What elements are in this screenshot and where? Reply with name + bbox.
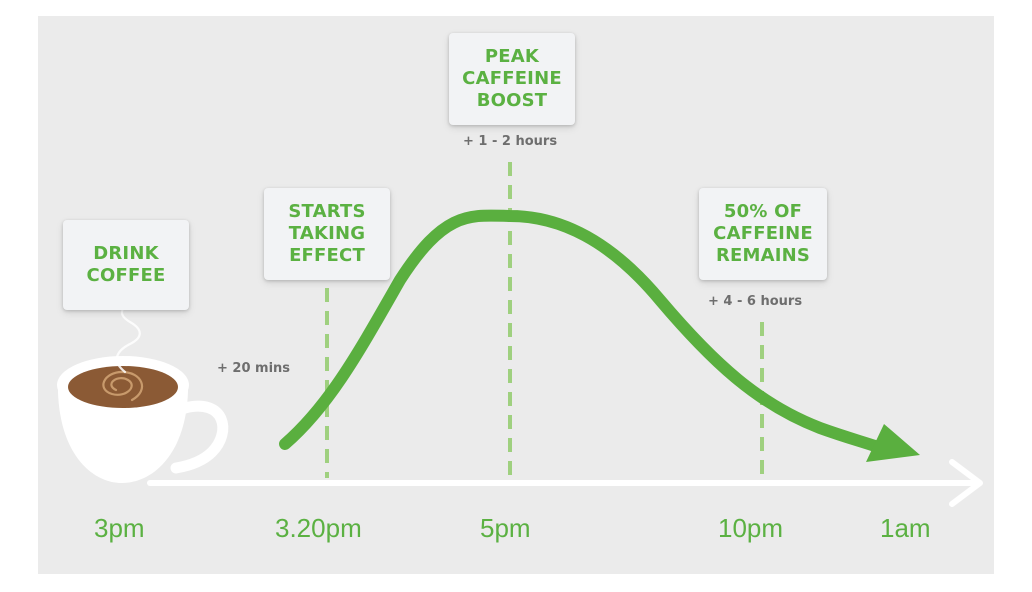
coffee-cup-icon — [57, 356, 229, 483]
axis-tick-label: 3.20pm — [275, 513, 362, 543]
axis-tick-label: 10pm — [718, 513, 784, 543]
axis-tick-label: 3pm — [94, 513, 145, 543]
half-caffeine-remains-label: 50% OF CAFFEINE REMAINS — [713, 201, 813, 266]
axis-tick-label: 5pm — [480, 513, 531, 543]
drink-coffee-label: DRINK COFFEE — [86, 243, 166, 286]
steam-icon — [115, 300, 141, 374]
starts-taking-effect-card: STARTS TAKING EFFECT — [264, 188, 390, 280]
peak-caffeine-boost-card: PEAK CAFFEINE BOOST — [449, 33, 575, 125]
starts-taking-effect-label: STARTS TAKING EFFECT — [288, 201, 366, 266]
axis-tick-label: 1am — [880, 513, 931, 543]
offset-start-note: + 20 mins — [217, 361, 291, 376]
time-axis-arrowhead — [949, 459, 983, 507]
drink-coffee-card: DRINK COFFEE — [63, 220, 189, 310]
peak-caffeine-boost-label: PEAK CAFFEINE BOOST — [462, 46, 562, 111]
offset-peak-note: + 1 - 2 hours — [463, 134, 558, 149]
offset-half-note: + 4 - 6 hours — [708, 294, 803, 309]
caffeine-curve-arrowhead — [866, 424, 920, 462]
caffeine-level-curve — [279, 209, 881, 452]
half-caffeine-remains-card: 50% OF CAFFEINE REMAINS — [699, 188, 827, 280]
